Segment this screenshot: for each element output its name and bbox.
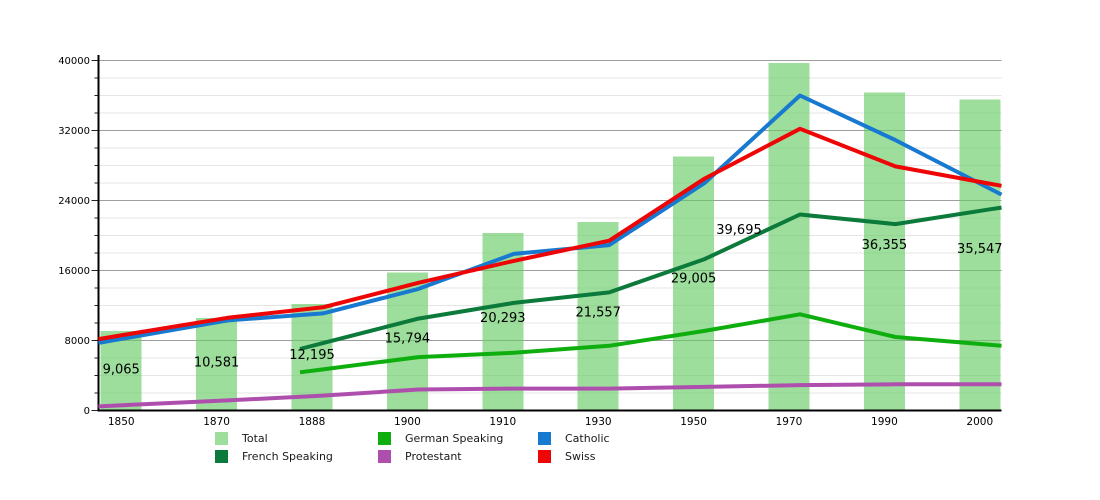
legend-swatch-protestant — [378, 449, 391, 463]
legend: Total German Speaking Catholic French Sp… — [215, 431, 610, 463]
total-bar — [100, 331, 142, 411]
bar-value-label: 15,794 — [385, 332, 431, 347]
y-axis-label: 16000 — [58, 266, 90, 277]
bar-value-label: 21,557 — [575, 305, 621, 320]
y-axis-label: 32000 — [58, 126, 90, 137]
legend-label: Protestant — [405, 449, 462, 463]
bar-value-label: 35,547 — [957, 242, 1003, 257]
legend-item-protestant: Protestant — [378, 449, 538, 463]
x-axis-label: 1930 — [585, 416, 612, 428]
y-axis-label: 0 — [84, 406, 90, 417]
legend-label: German Speaking — [405, 431, 504, 445]
line-german-speaking — [299, 312, 1002, 375]
x-axis-label: 1900 — [394, 416, 421, 428]
y-axis-label: 24000 — [58, 196, 90, 207]
y-axis-label: 8000 — [65, 336, 90, 347]
legend-item-french-speaking: French Speaking — [215, 449, 378, 463]
x-axis-label: 1910 — [489, 416, 516, 428]
legend-swatch-french-speaking — [215, 449, 228, 463]
legend-item-catholic: Catholic — [538, 431, 610, 445]
legend-item-german-speaking: German Speaking — [378, 431, 538, 445]
total-bar — [196, 317, 238, 411]
bar-value-label: 12,195 — [289, 348, 335, 363]
bar-value-label: 10,581 — [194, 355, 240, 370]
total-bar — [577, 221, 619, 411]
bar-value-label: 36,355 — [862, 238, 908, 253]
x-axis-label: 1990 — [871, 416, 898, 428]
total-bar — [863, 92, 905, 411]
legend-swatch-swiss — [538, 449, 551, 463]
x-axis-label: 1850 — [108, 416, 135, 428]
x-axis-label: 1950 — [680, 416, 707, 428]
line-french-speaking — [299, 205, 1002, 351]
legend-label: Swiss — [565, 449, 596, 463]
bar-value-label: 9,065 — [103, 362, 140, 377]
total-bar — [291, 303, 333, 411]
total-bar — [768, 63, 810, 411]
x-axis-label: 1970 — [776, 416, 803, 428]
bar-value-label: 39,695 — [716, 223, 762, 238]
legend-item-total: Total — [215, 431, 378, 445]
legend-swatch-german-speaking — [378, 431, 391, 445]
y-axis-label: 40000 — [58, 56, 90, 67]
line-swiss — [98, 126, 1002, 342]
legend-label: Total — [242, 431, 268, 445]
bar-value-label: 29,005 — [671, 272, 717, 287]
x-axis-label: 1870 — [203, 416, 230, 428]
x-axis-label: 1888 — [299, 416, 326, 428]
legend-swatch-total — [215, 431, 228, 445]
legend-item-swiss: Swiss — [538, 449, 610, 463]
total-bar — [959, 99, 1001, 411]
line-protestant — [98, 382, 1002, 409]
legend-swatch-catholic — [538, 431, 551, 445]
legend-label: Catholic — [565, 431, 610, 445]
bar-value-label: 20,293 — [480, 311, 526, 326]
legend-label: French Speaking — [242, 449, 333, 463]
x-axis-label: 2000 — [966, 416, 993, 428]
